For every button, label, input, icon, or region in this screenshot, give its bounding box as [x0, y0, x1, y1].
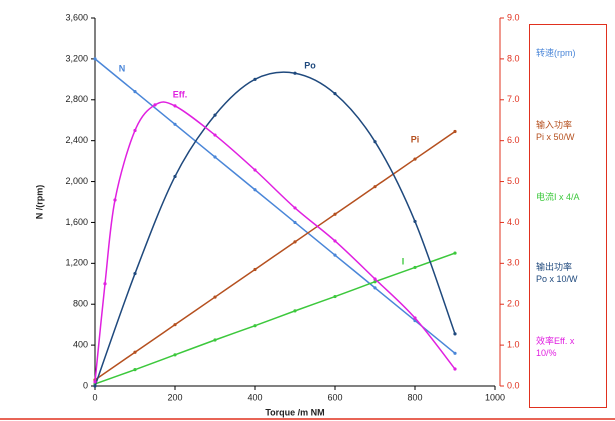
point [413, 157, 417, 161]
point [93, 384, 97, 388]
y-tick-label: 1,200 [65, 258, 88, 268]
x-tick-label: 600 [327, 392, 342, 402]
legend-entry: 转速(rpm) [536, 48, 576, 58]
y2-tick-label: 3.0 [507, 258, 520, 268]
point [93, 380, 97, 384]
point [453, 251, 457, 255]
series-line [94, 58, 456, 354]
point [373, 280, 377, 284]
point [213, 155, 217, 159]
y2-tick-label: 7.0 [507, 94, 520, 104]
y2-tick-label: 6.0 [507, 135, 520, 145]
point [453, 367, 457, 371]
point [133, 368, 137, 372]
y-tick-label: 3,200 [65, 53, 88, 63]
point [453, 129, 457, 134]
point [253, 324, 257, 328]
point [253, 267, 257, 272]
legend-entry: 输出功率 Po x 10/W [536, 262, 578, 284]
y-tick-label: 2,000 [65, 176, 88, 186]
point [173, 353, 177, 357]
y2-tick-label: 0.0 [507, 380, 520, 390]
point [333, 253, 337, 257]
point [333, 212, 337, 216]
point [413, 265, 417, 270]
point [173, 174, 177, 179]
point [413, 316, 417, 320]
y-tick-label: 400 [73, 339, 88, 349]
point [133, 350, 137, 354]
curve-label: N [119, 63, 126, 73]
point [333, 92, 337, 96]
point [133, 128, 137, 133]
point [113, 198, 117, 202]
point [173, 104, 177, 108]
point [173, 323, 177, 327]
y2-tick-label: 2.0 [507, 299, 520, 309]
point [133, 90, 137, 94]
y2-tick-label: 1.0 [507, 339, 520, 349]
point [293, 71, 297, 75]
point [333, 239, 337, 243]
y2-tick-label: 5.0 [507, 176, 520, 186]
legend-entry: 效率Eff. x 10/% [536, 336, 575, 358]
point [373, 277, 377, 281]
y-tick-label: 3,600 [65, 12, 88, 22]
point [213, 295, 217, 299]
series-line [94, 130, 456, 381]
series-line [94, 101, 456, 382]
legend: 转速(rpm) 输入功率 Pi x 50/W 电流I x 4/A 输出功率 Po x … [529, 24, 607, 408]
y2-tick-label: 8.0 [507, 53, 520, 63]
y2-tick-label: 9.0 [507, 12, 520, 22]
legend-entry: 输入功率 Pi x 50/W [536, 120, 575, 142]
curve-label: Pi [411, 134, 420, 144]
point [453, 332, 457, 336]
point [213, 338, 217, 342]
y-axis-title: N /(rpm) [34, 185, 44, 220]
point [93, 57, 97, 61]
point [333, 294, 337, 299]
point [373, 140, 377, 144]
y-tick-label: 2,800 [65, 94, 88, 104]
point [253, 168, 257, 172]
point [253, 77, 257, 81]
y-tick-label: 2,400 [65, 135, 88, 145]
point [293, 220, 297, 225]
legend-entry: 电流I x 4/A [536, 192, 580, 202]
point [373, 286, 377, 290]
point [213, 133, 217, 137]
x-tick-label: 0 [92, 392, 97, 402]
x-tick-label: 800 [407, 392, 422, 402]
point [213, 113, 217, 117]
curve-label: Eff. [173, 89, 188, 99]
x-tick-label: 1000 [485, 392, 505, 402]
curve-label: Po [304, 60, 316, 70]
x-axis-title: Torque /m NM [265, 407, 324, 417]
y2-tick-label: 4.0 [507, 217, 520, 227]
x-tick-label: 400 [247, 392, 262, 402]
series-line [94, 252, 456, 385]
point [293, 206, 297, 210]
point [453, 351, 457, 355]
point [413, 219, 417, 224]
series-line [94, 71, 456, 387]
curve-label: I [402, 256, 405, 266]
y-tick-label: 800 [73, 299, 88, 309]
y-tick-label: 1,600 [65, 217, 88, 227]
point [253, 188, 257, 192]
point [133, 271, 137, 276]
point [293, 309, 297, 313]
point [103, 282, 107, 286]
point [173, 122, 177, 126]
point [373, 185, 377, 189]
x-tick-label: 200 [167, 392, 182, 402]
point [293, 240, 297, 244]
y-tick-label: 0 [83, 380, 88, 390]
point [153, 103, 157, 107]
